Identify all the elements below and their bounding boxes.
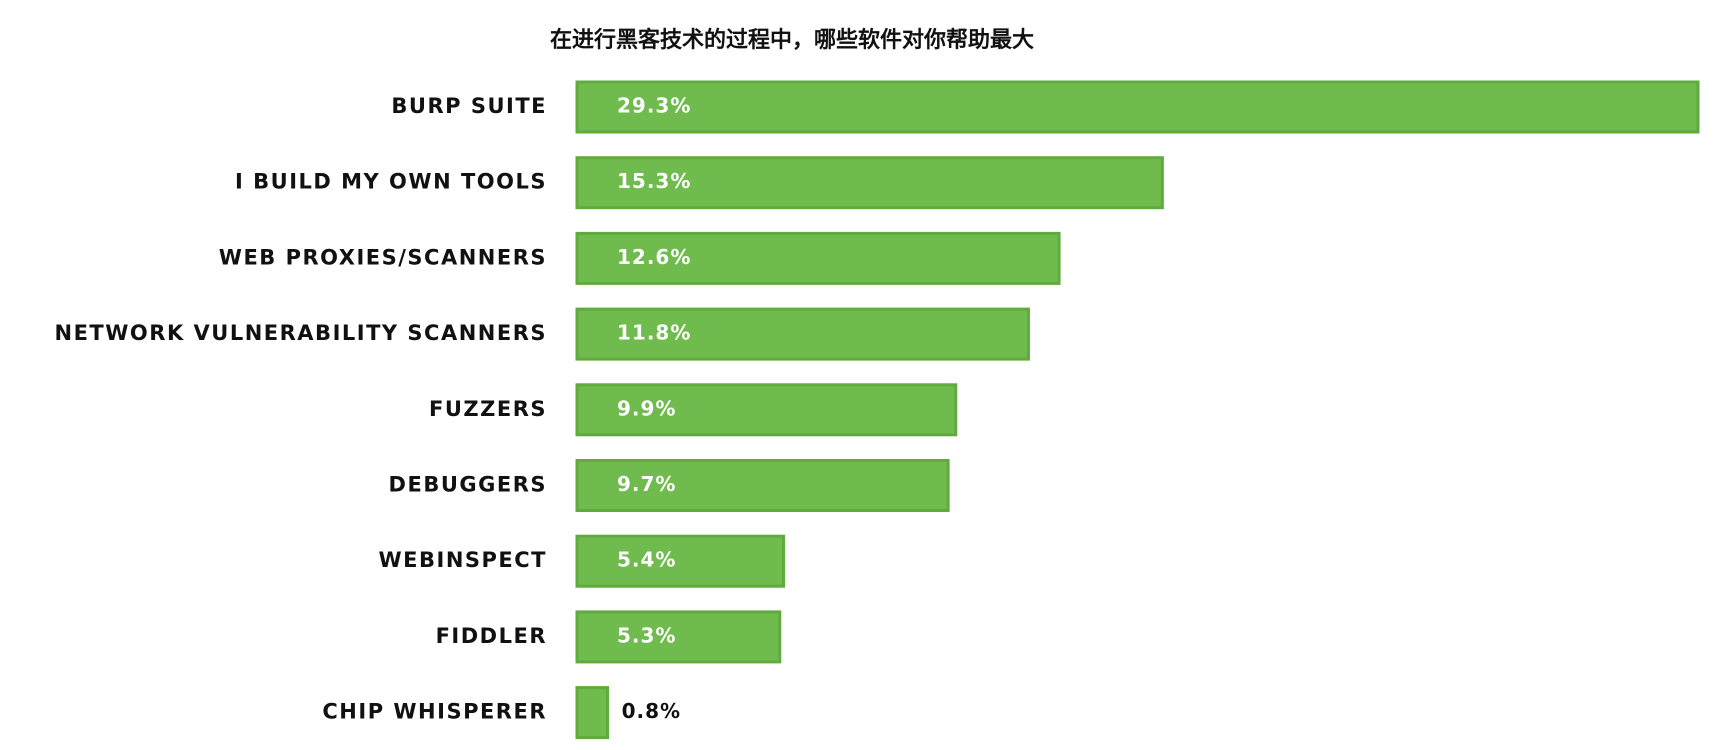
category-label: I BUILD MY OWN TOOLS xyxy=(235,170,547,194)
value-label: 9.7% xyxy=(617,472,676,496)
category-label: CHIP WHISPERER xyxy=(322,700,547,724)
bar xyxy=(575,686,610,740)
bar xyxy=(575,156,1164,210)
bar xyxy=(575,459,950,512)
bar xyxy=(575,307,1030,361)
bar xyxy=(575,534,786,588)
value-label: 5.4% xyxy=(617,548,676,572)
category-label: WEBINSPECT xyxy=(378,548,547,572)
category-label: FUZZERS xyxy=(429,397,547,421)
value-label: 9.9% xyxy=(617,396,676,420)
value-label: 5.3% xyxy=(617,623,676,647)
value-label: 15.3% xyxy=(617,169,691,193)
category-label: WEB PROXIES/SCANNERS xyxy=(219,245,547,269)
category-label: BURP SUITE xyxy=(391,94,547,118)
value-label: 11.8% xyxy=(617,321,691,345)
value-label: 29.3% xyxy=(617,94,691,118)
category-label: DEBUGGERS xyxy=(389,473,547,497)
chart-title: 在进行黑客技术的过程中，哪些软件对你帮助最大 xyxy=(550,27,1034,53)
bar xyxy=(575,383,958,437)
category-label: FIDDLER xyxy=(436,624,547,648)
bar xyxy=(575,80,1700,134)
category-label: NETWORK VULNERABILITY SCANNERS xyxy=(55,321,547,345)
bar xyxy=(575,231,1061,285)
value-label: 0.8% xyxy=(622,699,681,723)
value-label: 12.6% xyxy=(617,245,691,269)
bar xyxy=(575,610,782,664)
